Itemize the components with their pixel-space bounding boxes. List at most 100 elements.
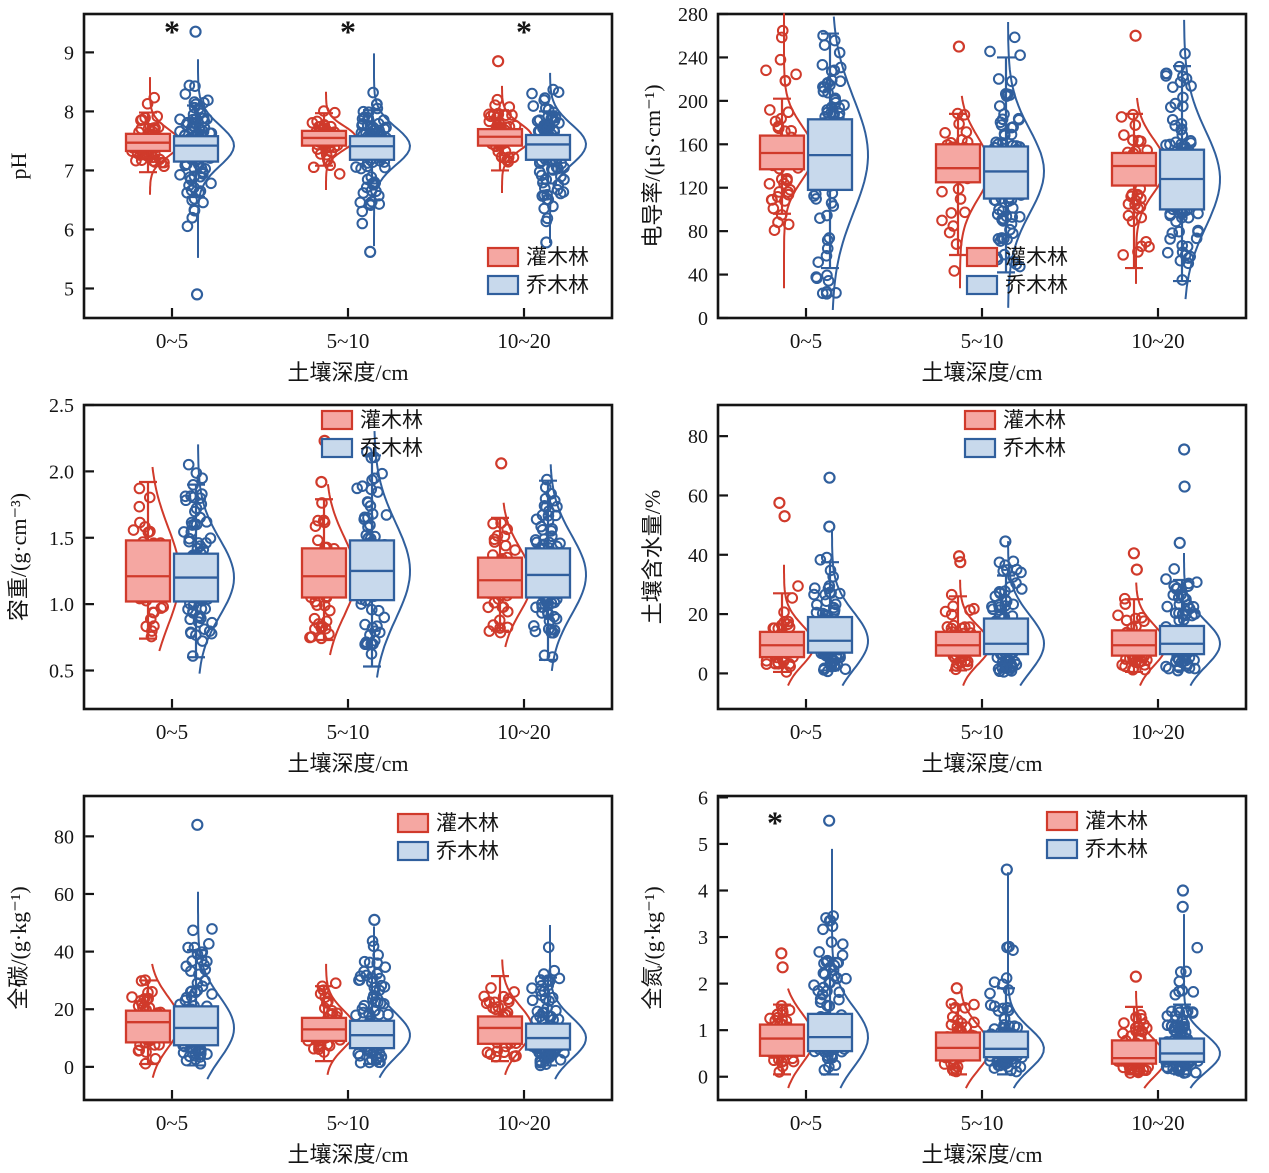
data-point <box>362 512 374 524</box>
data-point <box>367 989 380 1002</box>
data-point <box>821 104 833 116</box>
data-point <box>786 592 799 604</box>
outlier-point <box>1176 900 1189 913</box>
data-point <box>1119 598 1132 610</box>
data-point <box>947 220 960 232</box>
outlier-point <box>823 814 836 827</box>
data-point <box>811 272 823 285</box>
data-point <box>189 80 201 92</box>
data-point <box>205 177 217 190</box>
data-point <box>526 994 539 1007</box>
data-point <box>304 631 316 644</box>
data-point <box>368 634 381 647</box>
x-tick-label: 10~20 <box>1131 1111 1184 1135</box>
outlier-point <box>495 457 508 470</box>
box <box>1158 1037 1206 1063</box>
violin-outline <box>197 59 236 258</box>
data-point <box>358 965 370 978</box>
data-point <box>542 598 554 611</box>
y-tick-label: 20 <box>688 604 708 626</box>
x-tick-label: 0~5 <box>790 1111 822 1135</box>
y-tick-label: 80 <box>688 221 708 243</box>
violin-outline <box>373 53 412 247</box>
data-point <box>198 959 210 971</box>
data-point <box>538 649 551 662</box>
data-point <box>140 1046 152 1058</box>
data-point <box>499 539 512 552</box>
box <box>348 135 396 161</box>
x-tick-label: 0~5 <box>156 720 188 744</box>
data-point <box>180 960 193 973</box>
outlier-point <box>1178 443 1191 456</box>
data-point <box>945 997 958 1010</box>
data-point <box>312 514 324 527</box>
x-axis-title: 土壤深度/cm <box>288 360 409 385</box>
box <box>758 1023 806 1057</box>
data-point <box>329 106 341 119</box>
data-point <box>379 961 392 973</box>
violin-outline <box>1183 553 1222 687</box>
legend-label: 乔木林 <box>1005 273 1068 297</box>
y-tick-label: 0 <box>698 308 708 330</box>
data-point <box>766 194 778 206</box>
data-point <box>829 92 842 105</box>
data-point <box>548 610 560 623</box>
data-point <box>174 113 186 126</box>
box <box>124 539 172 603</box>
y-tick-label: 40 <box>688 265 708 287</box>
data-point <box>814 212 826 224</box>
data-point <box>1135 611 1148 624</box>
x-axis-title: 土壤深度/cm <box>288 1142 409 1167</box>
data-point <box>823 232 836 244</box>
outlier-point <box>1173 536 1186 550</box>
data-point <box>834 61 847 74</box>
data-point <box>147 155 159 167</box>
灌木林-group-5~10 <box>300 91 357 190</box>
data-point <box>1161 1010 1174 1022</box>
violin-outline <box>549 464 588 672</box>
data-point <box>374 972 386 985</box>
data-point <box>1177 70 1189 83</box>
data-point <box>1176 274 1189 286</box>
legend-label: 乔木林 <box>436 839 499 863</box>
乔木林-group-10~20 <box>1158 884 1221 1089</box>
data-point <box>812 256 825 268</box>
data-point <box>773 186 785 198</box>
x-tick-label: 0~5 <box>156 1111 188 1135</box>
data-point <box>371 98 383 110</box>
data-point <box>539 481 552 494</box>
panel-total-nitrogen: 0 1 2 3 4 5 6 0~5 5~10 10~20 土壤深度/cm 全氮/(g·kg⁻¹) * 灌木… <box>634 782 1268 1173</box>
legend-swatch-blue <box>965 274 999 296</box>
data-point <box>947 619 960 632</box>
data-point <box>201 1048 213 1060</box>
outlier-point <box>492 55 505 68</box>
data-point <box>1173 1023 1185 1036</box>
data-point <box>367 86 379 99</box>
legend-swatch-blue <box>1045 838 1079 860</box>
y-tick-label: 2 <box>698 974 708 996</box>
data-point <box>546 991 559 1004</box>
data-point <box>145 630 158 643</box>
data-point <box>778 177 790 190</box>
乔木林-group-5~10 <box>348 913 411 1079</box>
y-axis-title: 电导率/(μS·cm⁻¹) <box>640 84 665 247</box>
legend-label: 灌木林 <box>526 245 589 269</box>
乔木林-group-10~20 <box>524 72 588 249</box>
data-point <box>480 997 493 1010</box>
data-point <box>554 1054 567 1066</box>
outlier-point <box>540 236 553 249</box>
data-point <box>945 608 958 621</box>
data-point <box>1191 941 1204 954</box>
data-point <box>149 1053 162 1065</box>
data-point <box>531 1005 544 1018</box>
outlier-point <box>1127 547 1140 560</box>
y-axis-title: 全氮/(g·kg⁻¹) <box>640 886 665 1009</box>
outlier-point <box>778 510 791 523</box>
灌木林-group-5~10 <box>934 982 991 1089</box>
data-point <box>380 509 393 521</box>
data-point <box>999 600 1011 612</box>
data-point <box>193 186 205 199</box>
legend-swatch-red <box>965 246 999 268</box>
data-point <box>1002 984 1015 996</box>
data-point <box>547 83 560 96</box>
